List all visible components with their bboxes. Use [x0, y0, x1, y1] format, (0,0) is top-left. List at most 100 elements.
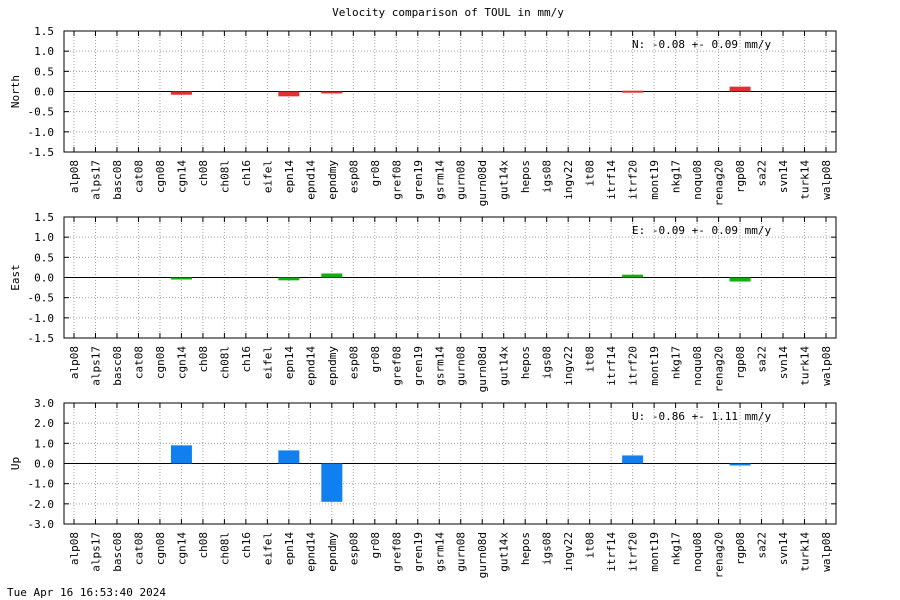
- category-label: basc08: [111, 160, 124, 200]
- category-label: itrf20: [627, 160, 640, 200]
- category-label: ingv22: [562, 346, 575, 386]
- category-label: ch16: [240, 346, 253, 373]
- panel-east: 1.5 1.0 0.5 0.0 -0.5 -1.0 -1.5 alp08 alps17 basc0…: [9, 211, 837, 392]
- category-label: it08: [584, 346, 597, 373]
- y-tick-label: 3.0: [34, 397, 54, 410]
- category-label: itrf14: [605, 346, 618, 386]
- bar-itrf20: [622, 455, 644, 464]
- category-label: itrf20: [627, 532, 640, 572]
- category-label: eifel: [261, 532, 274, 565]
- category-label: ch16: [240, 532, 253, 559]
- category-label: ingv22: [562, 532, 575, 572]
- category-label: itrf14: [605, 160, 618, 200]
- bar-itrf20: [622, 274, 644, 278]
- category-label: ch08: [197, 532, 210, 559]
- bar-rgp08: [729, 86, 751, 92]
- category-label: hepos: [519, 532, 532, 565]
- category-label: esp08: [347, 160, 360, 193]
- category-label: svn14: [777, 346, 790, 379]
- category-label: gurn08: [455, 532, 468, 572]
- category-label: gsrm14: [433, 346, 446, 386]
- stat-annotation: U: -0.86 +- 1.11 mm/y: [632, 410, 771, 423]
- category-label: svn14: [777, 160, 790, 193]
- category-label: ch16: [240, 160, 253, 187]
- bar-rgp08: [729, 463, 751, 466]
- bar-rgp08: [729, 277, 751, 282]
- category-label: mont19: [648, 160, 661, 200]
- category-label: cgn08: [154, 160, 167, 193]
- category-label: gurn08: [455, 160, 468, 200]
- stat-annotation: E: -0.09 +- 0.09 mm/y: [632, 224, 771, 237]
- bar-epn14: [278, 277, 300, 281]
- category-label: sa22: [756, 346, 769, 373]
- category-label: it08: [584, 160, 597, 187]
- category-label: gut14x: [498, 532, 511, 572]
- category-label: cgn14: [175, 346, 188, 379]
- bar-cgn14: [170, 277, 192, 280]
- category-label: cat08: [132, 346, 145, 379]
- y-tick-label: -2.0: [28, 498, 55, 511]
- category-label: epndmy: [326, 346, 339, 386]
- chart-title: Velocity comparison of TOUL in mm/y: [332, 6, 564, 19]
- category-label: rgp08: [734, 346, 747, 379]
- y-tick-label: 0.0: [34, 86, 54, 99]
- category-label: alps17: [89, 532, 102, 572]
- category-label: gut14x: [498, 346, 511, 386]
- category-label: nkg17: [670, 160, 683, 193]
- y-tick-label: -0.5: [28, 292, 55, 305]
- category-label: ch08: [197, 160, 210, 187]
- category-label: rgp08: [734, 160, 747, 193]
- bar-epn14: [278, 450, 300, 464]
- category-label: mont19: [648, 346, 661, 386]
- bar-cgn14: [170, 91, 192, 95]
- y-tick-label: 1.0: [34, 231, 54, 244]
- category-label: eifel: [261, 346, 274, 379]
- category-label: gren19: [412, 532, 425, 572]
- category-label: turk14: [799, 532, 812, 572]
- y-tick-label: 1.5: [34, 25, 54, 38]
- y-tick-label: -1.5: [28, 146, 55, 159]
- y-tick-label: -1.0: [28, 312, 55, 325]
- category-label: turk14: [799, 346, 812, 386]
- timestamp: Tue Apr 16 16:53:40 2024: [7, 586, 166, 599]
- category-label: walp08: [820, 346, 833, 386]
- category-label: epn14: [283, 532, 296, 565]
- category-label: renag20: [713, 346, 726, 392]
- y-tick-label: -1.5: [28, 332, 55, 345]
- bar-epn14: [278, 91, 300, 97]
- category-label: ch08l: [218, 160, 231, 193]
- category-label: gsrm14: [433, 160, 446, 200]
- category-label: igs08: [541, 160, 554, 193]
- category-label: walp08: [820, 160, 833, 200]
- y-tick-label: 0.5: [34, 65, 54, 78]
- category-label: cgn14: [175, 532, 188, 565]
- category-label: walp08: [820, 532, 833, 572]
- category-label: alp08: [68, 160, 81, 193]
- category-label: gurn08d: [476, 532, 489, 578]
- y-tick-label: 1.0: [34, 45, 54, 58]
- category-label: ch08l: [218, 532, 231, 565]
- y-tick-label: -3.0: [28, 518, 55, 531]
- category-label: sa22: [756, 160, 769, 187]
- y-tick-label: 1.0: [34, 437, 54, 450]
- category-label: ingv22: [562, 160, 575, 200]
- category-label: itrf14: [605, 532, 618, 572]
- category-label: cat08: [132, 160, 145, 193]
- category-label: renag20: [713, 532, 726, 578]
- y-tick-label: -0.5: [28, 106, 55, 119]
- plot-frame: [63, 30, 837, 153]
- category-label: esp08: [347, 532, 360, 565]
- category-label: esp08: [347, 346, 360, 379]
- category-label: cgn14: [175, 160, 188, 193]
- category-label: noqu08: [691, 160, 704, 200]
- category-label: rgp08: [734, 532, 747, 565]
- category-label: ch08: [197, 346, 210, 373]
- category-label: epnd14: [304, 346, 317, 386]
- category-label: basc08: [111, 532, 124, 572]
- category-label: cgn08: [154, 346, 167, 379]
- bar-epndmy: [321, 463, 343, 502]
- category-label: ch08l: [218, 346, 231, 379]
- category-label: it08: [584, 532, 597, 559]
- category-label: mont19: [648, 532, 661, 572]
- category-label: nkg17: [670, 346, 683, 379]
